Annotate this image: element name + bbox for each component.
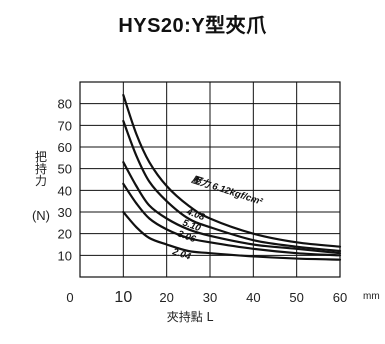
curve-series-2 <box>122 161 342 255</box>
y-axis-title-char: 力 <box>35 174 47 188</box>
y-tick-label: 50 <box>58 162 72 177</box>
x-tick-label: 0 <box>66 290 73 305</box>
chart-title: HYS20:Y型夾爪 <box>118 15 267 37</box>
x-axis-title: 夾持點 L <box>167 309 214 324</box>
y-tick-label: 70 <box>58 118 72 133</box>
y-tick-label: 20 <box>58 227 72 242</box>
curve-series-0 <box>122 93 342 248</box>
x-unit-label: mm <box>363 291 380 302</box>
curve-series-3 <box>122 182 342 257</box>
y-tick-label: 30 <box>58 205 72 220</box>
curve-layer <box>122 93 342 261</box>
x-tick-label: 60 <box>333 290 347 305</box>
axis-layer: 10 20 30 40 50 60 70 80 0 10 20 30 40 50 60 mm 夾持點 L 把持力 (… <box>32 97 380 324</box>
curve-series-4 <box>122 210 342 261</box>
y-tick-label: 10 <box>58 248 72 263</box>
y-tick-label: 80 <box>58 97 72 112</box>
y-axis-unit: (N) <box>32 208 50 223</box>
x-tick-label: 50 <box>289 290 303 305</box>
curve-label-4: 2.04 <box>170 246 193 263</box>
y-axis-title-char: 持 <box>35 161 47 176</box>
x-tick-label: 20 <box>159 290 173 305</box>
x-tick-label: 30 <box>203 290 217 305</box>
x-tick-label: 40 <box>246 290 260 305</box>
y-axis-title-char: 把 <box>35 150 47 164</box>
curve-series-1 <box>122 119 342 253</box>
y-tick-label: 40 <box>58 183 72 198</box>
y-tick-label: 60 <box>58 140 72 155</box>
x-tick-label: 10 <box>114 289 132 306</box>
